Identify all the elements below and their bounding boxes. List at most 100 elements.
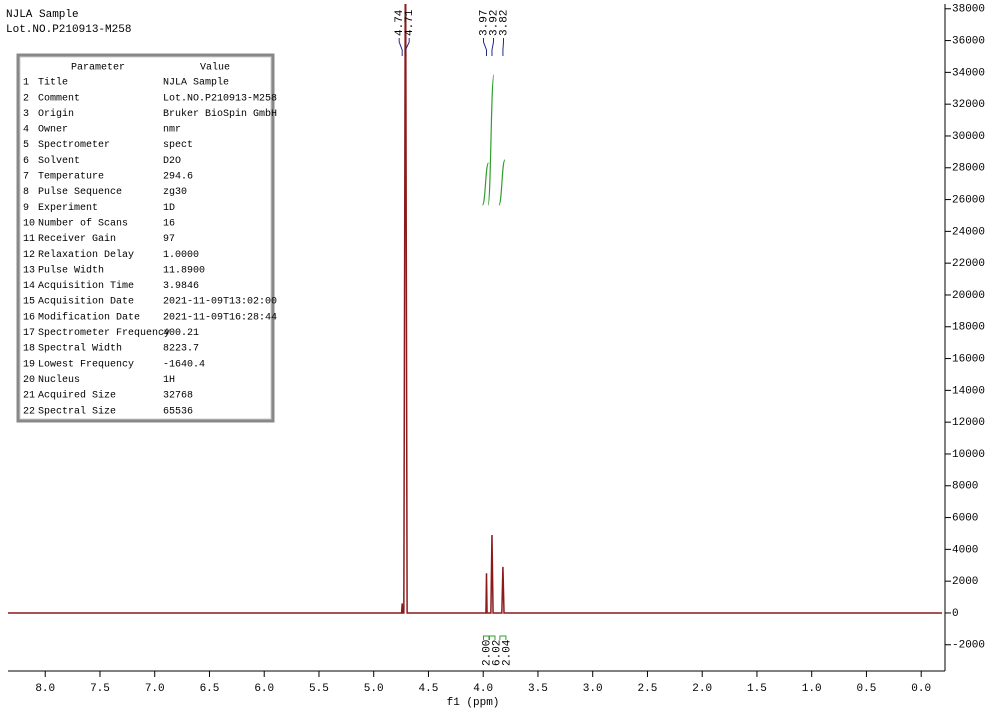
chart-title: NJLA Sample bbox=[6, 9, 79, 21]
table-parameter: Acquisition Time bbox=[38, 280, 134, 292]
table-value: nmr bbox=[163, 125, 181, 136]
x-tick-label: 0.5 bbox=[857, 683, 877, 695]
y-tick-label: 36000 bbox=[952, 35, 985, 47]
integral-label: 2.04 bbox=[501, 639, 513, 666]
table-parameter: Spectrometer bbox=[38, 140, 110, 151]
integral-bracket bbox=[499, 635, 507, 640]
x-tick-label: 2.5 bbox=[638, 683, 658, 695]
x-tick-label: 2.0 bbox=[692, 683, 712, 695]
integral-bracket bbox=[488, 635, 496, 640]
table-value: D2O bbox=[163, 156, 181, 167]
table-border bbox=[16, 53, 275, 423]
x-tick-label: 6.5 bbox=[200, 683, 220, 695]
table-index: 6 bbox=[23, 156, 29, 167]
table-value: 65536 bbox=[163, 406, 193, 417]
table-index: 19 bbox=[23, 359, 35, 370]
table-parameter: Spectral Size bbox=[38, 405, 116, 417]
table-value: 1D bbox=[163, 203, 175, 214]
table-index: 3 bbox=[23, 109, 29, 120]
table-value: 1.0000 bbox=[163, 250, 199, 261]
x-tick-label: 1.0 bbox=[802, 683, 822, 695]
y-tick-label: 38000 bbox=[952, 4, 985, 16]
peak-label: 3.82 bbox=[498, 10, 510, 36]
y-tick-label: 26000 bbox=[952, 194, 985, 206]
y-tick-label: 4000 bbox=[952, 544, 978, 556]
x-tick-label: 5.5 bbox=[309, 683, 329, 695]
y-tick-label: 12000 bbox=[952, 417, 985, 429]
x-tick-label: 6.0 bbox=[254, 683, 274, 695]
table-index: 4 bbox=[23, 125, 29, 136]
table-value: 2021-11-09T16:28:44 bbox=[163, 312, 277, 323]
y-tick-label: 8000 bbox=[952, 481, 978, 493]
table-value: 2021-11-09T13:02:00 bbox=[163, 297, 277, 308]
table-index: 16 bbox=[23, 312, 35, 323]
peak-label: 3.92 bbox=[488, 10, 500, 36]
table-parameter: Spectrometer Frequency bbox=[38, 328, 170, 339]
parameter-table: Parameter Value 1 Title NJLA Sample 2 Comment L… bbox=[16, 53, 277, 423]
x-tick-label: 1.5 bbox=[747, 683, 767, 695]
x-tick-label: 7.0 bbox=[145, 683, 165, 695]
x-tick-label: 4.0 bbox=[473, 683, 493, 695]
x-tick-label: 4.5 bbox=[419, 683, 439, 695]
table-value: -1640.4 bbox=[163, 359, 205, 370]
peak-connector bbox=[502, 38, 504, 56]
x-axis-label: f1 (ppm) bbox=[447, 697, 500, 709]
table-value: 32768 bbox=[163, 391, 193, 402]
y-tick-label: 32000 bbox=[952, 99, 985, 111]
table-index: 21 bbox=[23, 391, 35, 402]
table-parameter: Pulse Width bbox=[38, 264, 104, 276]
table-value: 11.8900 bbox=[163, 265, 205, 276]
y-tick-label: 28000 bbox=[952, 163, 985, 175]
table-index: 18 bbox=[23, 344, 35, 355]
x-tick-label: 3.5 bbox=[528, 683, 548, 695]
integral-label: 6.02 bbox=[491, 640, 503, 666]
table-parameter: Spectral Width bbox=[38, 343, 122, 355]
table-parameter: Modification Date bbox=[38, 311, 140, 323]
table-value: 8223.7 bbox=[163, 344, 199, 355]
peak-connector bbox=[398, 38, 403, 56]
y-tick-label: 22000 bbox=[952, 258, 985, 270]
table-value: zg30 bbox=[163, 187, 187, 198]
y-tick-label: -2000 bbox=[952, 640, 985, 652]
table-parameter: Receiver Gain bbox=[38, 233, 116, 245]
table-index: 13 bbox=[23, 265, 35, 276]
x-tick-label: 3.0 bbox=[583, 683, 603, 695]
table-index: 9 bbox=[23, 203, 29, 214]
integral-bracket bbox=[482, 635, 490, 640]
table-index: 17 bbox=[23, 328, 35, 339]
integral-curve bbox=[487, 74, 495, 206]
table-parameter: Origin bbox=[38, 108, 74, 120]
table-index: 10 bbox=[23, 218, 35, 229]
table-value: 400.21 bbox=[163, 328, 199, 339]
y-tick-label: 18000 bbox=[952, 322, 985, 334]
table-index: 7 bbox=[23, 172, 29, 183]
table-value: Bruker BioSpin GmbH bbox=[163, 108, 277, 120]
table-parameter: Comment bbox=[38, 93, 80, 104]
y-tick-label: 10000 bbox=[952, 449, 985, 461]
x-tick-label: 0.0 bbox=[911, 683, 931, 695]
spectrum-line bbox=[8, 4, 942, 614]
table-parameter: Experiment bbox=[38, 202, 98, 214]
table-value: 97 bbox=[163, 234, 175, 245]
peak-label: 3.97 bbox=[478, 10, 490, 36]
y-tick-label: 34000 bbox=[952, 67, 985, 79]
y-tick-label: 14000 bbox=[952, 385, 985, 397]
y-tick-label: 2000 bbox=[952, 576, 978, 588]
table-index: 2 bbox=[23, 93, 29, 104]
table-parameter: Title bbox=[38, 77, 68, 89]
peak-connector bbox=[404, 38, 410, 56]
x-tick-label: 7.5 bbox=[90, 683, 110, 695]
table-index: 22 bbox=[23, 406, 35, 417]
table-parameter: Pulse Sequence bbox=[38, 186, 122, 198]
y-tick-label: 16000 bbox=[952, 353, 985, 365]
table-parameter: Acquisition Date bbox=[38, 296, 134, 308]
table-parameter: Owner bbox=[38, 125, 68, 136]
plot-area bbox=[8, 4, 942, 614]
y-tick-label: 20000 bbox=[952, 290, 985, 302]
table-index: 14 bbox=[23, 281, 35, 292]
peak-connector bbox=[491, 38, 494, 56]
table-index: 12 bbox=[23, 250, 35, 261]
table-value: 1H bbox=[163, 375, 175, 386]
x-tick-label: 8.0 bbox=[35, 683, 55, 695]
